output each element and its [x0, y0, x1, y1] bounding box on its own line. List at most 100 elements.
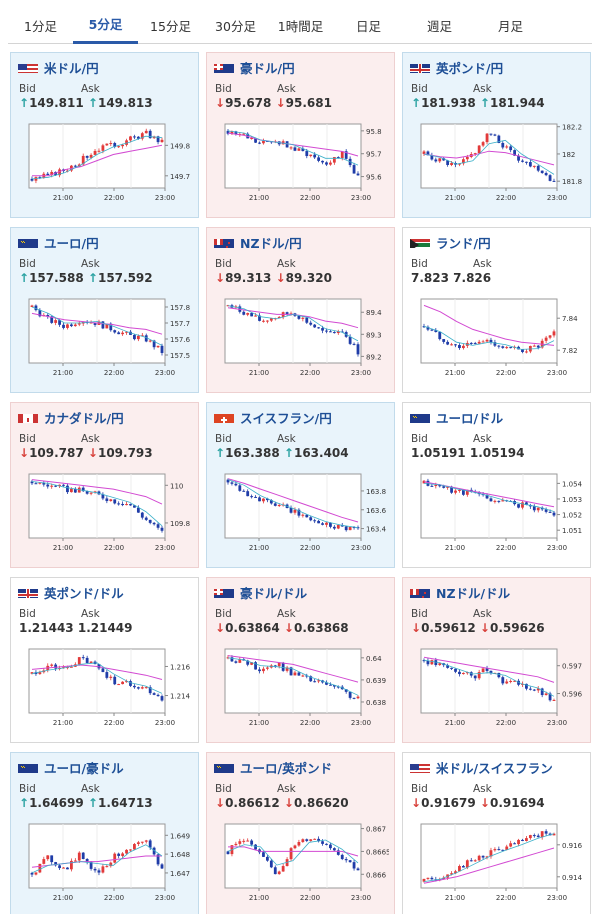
- rate-card[interactable]: 英ポンド/ドル Bid Ask 1.21443 1.21449 1.216 1.214 21…: [10, 577, 199, 743]
- y-tick-label: 1.214: [170, 693, 191, 701]
- candle-body: [430, 155, 434, 160]
- pair-name[interactable]: スイスフラン/円: [240, 410, 332, 426]
- pair-name[interactable]: ユーロ/円: [44, 235, 99, 251]
- pair-name[interactable]: ユーロ/豪ドル: [44, 760, 124, 776]
- rate-card[interactable]: ユーロ/英ポンド Bid Ask ↓0.86612 ↓0.86620 0.867 0.86…: [206, 752, 395, 914]
- pair-name[interactable]: カナダドル/円: [44, 410, 124, 426]
- bid-arrow-icon: ↓: [19, 446, 30, 460]
- candlestick-chart[interactable]: 7.84 7.82 21:00 22:00 23:00: [409, 291, 585, 389]
- pair-name[interactable]: NZドル/円: [240, 235, 302, 251]
- candlestick-chart[interactable]: 0.597 0.596 21:00 22:00 23:00: [409, 641, 585, 739]
- pair-title[interactable]: 米ドル/円: [18, 59, 99, 76]
- candlestick-chart[interactable]: 0.867 0.8665 0.866 21:00 22:00 23:00: [213, 816, 389, 914]
- pair-title[interactable]: ユーロ/ドル: [410, 409, 504, 426]
- candle-body: [121, 144, 125, 147]
- candle-body: [273, 503, 277, 506]
- candle-body: [262, 668, 265, 672]
- candle-body: [246, 660, 250, 665]
- rate-card[interactable]: ランド/円 Bid Ask 7.823 7.826 7.84 7.82 21:00 22:00…: [402, 227, 591, 393]
- candle-body: [69, 860, 73, 870]
- candlestick-chart[interactable]: 0.916 0.914 21:00 22:00 23:00: [409, 816, 585, 914]
- rate-card[interactable]: NZドル/ドル Bid Ask ↓0.59612 ↓0.59626 0.597 0.596…: [402, 577, 591, 743]
- moving-average-slow: [32, 144, 163, 177]
- pair-name[interactable]: ユーロ/英ポンド: [240, 760, 333, 776]
- candlestick-chart[interactable]: 149.8 149.7 21:00 22:00 23:00: [17, 116, 193, 214]
- tab-7[interactable]: 月足: [497, 18, 523, 34]
- ask-label: Ask: [473, 258, 492, 270]
- candle-body: [426, 660, 430, 665]
- candlestick-chart[interactable]: 157.8 157.7 157.6 157.5 21:00 22:00 23:00: [17, 291, 193, 389]
- rate-card[interactable]: 豪ドル/円 Bid Ask ↓95.678 ↓95.681 95.8 95.7 95.6 21…: [206, 52, 395, 218]
- candlestick-chart[interactable]: 182.2 182 181.8 21:00 22:00 23:00: [409, 116, 585, 214]
- pair-title[interactable]: カナダドル/円: [18, 409, 124, 426]
- rate-card[interactable]: 英ポンド/円 Bid Ask ↑181.938 ↑181.944 182.2 182 181…: [402, 52, 591, 218]
- candle-body: [38, 863, 42, 873]
- candlestick-chart[interactable]: 89.4 89.3 89.2 21:00 22:00 23:00: [213, 291, 389, 389]
- rate-card[interactable]: スイスフラン/円 Bid Ask ↑163.388 ↑163.404 163.8 163.…: [206, 402, 395, 568]
- pair-title[interactable]: 豪ドル/ドル: [214, 584, 308, 601]
- pair-title[interactable]: 英ポンド/ドル: [18, 584, 124, 601]
- pair-title[interactable]: NZドル/円: [214, 234, 302, 251]
- pair-title[interactable]: ランド/円: [410, 234, 491, 251]
- tab-1[interactable]: 5分足: [73, 6, 138, 44]
- candle-body: [317, 327, 321, 329]
- candle-body: [309, 154, 313, 157]
- bid-arrow-icon: ↓: [411, 796, 422, 810]
- rate-card[interactable]: NZドル/円 Bid Ask ↓89.313 ↓89.320 89.4 89.3 89.2 2…: [206, 227, 395, 393]
- rate-card[interactable]: 豪ドル/ドル Bid Ask ↓0.63864 ↓0.63868 0.64 0.639 0.…: [206, 577, 395, 743]
- rate-card[interactable]: ユーロ/ドル Bid Ask 1.05191 1.05194 1.054 1.053 1.0…: [402, 402, 591, 568]
- candlestick-chart[interactable]: 95.8 95.7 95.6 21:00 22:00 23:00: [213, 116, 389, 214]
- candlestick-chart[interactable]: 163.8 163.6 163.4 21:00 22:00 23:00: [213, 466, 389, 564]
- rate-card[interactable]: ユーロ/円 Bid Ask ↑157.588 ↑157.592 157.8 157.7 15…: [10, 227, 199, 393]
- x-tick-label: 21:00: [445, 544, 465, 552]
- pair-title[interactable]: 豪ドル/円: [214, 59, 295, 76]
- pair-name[interactable]: 英ポンド/円: [436, 60, 504, 76]
- pair-title[interactable]: NZドル/ドル: [410, 584, 511, 601]
- rate-card[interactable]: ユーロ/豪ドル Bid Ask ↑1.64699 ↑1.64713 1.649 1.648…: [10, 752, 199, 914]
- candle-body: [332, 526, 336, 529]
- pair-name[interactable]: 豪ドル/ドル: [240, 585, 308, 601]
- candle-body: [121, 332, 125, 335]
- candle-body: [305, 317, 309, 323]
- pair-title[interactable]: スイスフラン/円: [214, 409, 332, 426]
- tab-6[interactable]: 週足: [426, 18, 452, 34]
- tab-5[interactable]: 日足: [355, 18, 381, 34]
- pair-title[interactable]: 米ドル/スイスフラン: [410, 759, 553, 776]
- tab-2[interactable]: 15分足: [150, 18, 191, 34]
- candle-body: [262, 140, 265, 144]
- pair-name[interactable]: 米ドル/円: [44, 60, 99, 76]
- bid-arrow-icon: ↓: [411, 621, 422, 635]
- ask-value: 149.813: [97, 96, 153, 110]
- pair-name[interactable]: 豪ドル/円: [240, 60, 295, 76]
- pair-name[interactable]: 米ドル/スイスフラン: [436, 760, 553, 776]
- pair-name[interactable]: 英ポンド/ドル: [44, 585, 124, 601]
- candle-body: [509, 680, 513, 682]
- rate-card[interactable]: 米ドル/円 Bid Ask ↑149.811 ↑149.813 149.8 149.7 21…: [10, 52, 199, 218]
- candle-body: [501, 500, 505, 502]
- prices: ↑181.938 ↑181.944: [411, 96, 545, 110]
- candle-body: [458, 489, 461, 491]
- candle-body: [62, 867, 65, 869]
- candlestick-chart[interactable]: 0.64 0.639 0.638 21:00 22:00 23:00: [213, 641, 389, 739]
- candle-body: [332, 685, 336, 687]
- candlestick-chart[interactable]: 110 109.8 21:00 22:00 23:00: [17, 466, 193, 564]
- pair-title[interactable]: ユーロ/英ポンド: [214, 759, 333, 776]
- tab-0[interactable]: 1分足: [24, 18, 57, 34]
- candle-body: [536, 835, 540, 838]
- pair-name[interactable]: NZドル/ドル: [436, 585, 511, 601]
- pair-title[interactable]: ユーロ/円: [18, 234, 99, 251]
- tab-4[interactable]: 1時間足: [277, 18, 324, 34]
- rate-card[interactable]: カナダドル/円 Bid Ask ↓109.787 ↓109.793 110 109.8 21…: [10, 402, 199, 568]
- pair-name[interactable]: ランド/円: [436, 235, 491, 251]
- rate-card[interactable]: 米ドル/スイスフラン Bid Ask ↓0.91679 ↓0.91694 0.916 0.…: [402, 752, 591, 914]
- pair-title[interactable]: 英ポンド/円: [410, 59, 504, 76]
- candlestick-chart[interactable]: 1.054 1.053 1.052 1.051 21:00 22:00 23:00: [409, 466, 585, 564]
- candlestick-chart[interactable]: 1.649 1.648 1.647 21:00 22:00 23:00: [17, 816, 193, 914]
- candle-body: [289, 508, 293, 513]
- candle-body: [133, 505, 136, 508]
- bid-arrow-icon: ↓: [215, 621, 226, 635]
- pair-name[interactable]: ユーロ/ドル: [436, 410, 504, 426]
- pair-title[interactable]: ユーロ/豪ドル: [18, 759, 124, 776]
- candlestick-chart[interactable]: 1.216 1.214 21:00 22:00 23:00: [17, 641, 193, 739]
- tab-3[interactable]: 30分足: [215, 18, 256, 34]
